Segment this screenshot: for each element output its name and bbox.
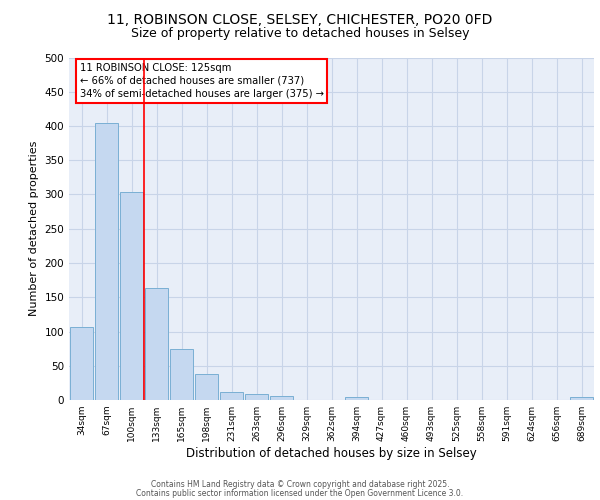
Text: 11, ROBINSON CLOSE, SELSEY, CHICHESTER, PO20 0FD: 11, ROBINSON CLOSE, SELSEY, CHICHESTER, …: [107, 12, 493, 26]
Bar: [170, 348, 193, 400]
Text: Size of property relative to detached houses in Selsey: Size of property relative to detached ho…: [131, 28, 469, 40]
Bar: [269, 396, 293, 400]
Bar: [70, 326, 94, 400]
Bar: [569, 398, 593, 400]
Bar: [119, 192, 143, 400]
Bar: [145, 288, 169, 400]
X-axis label: Distribution of detached houses by size in Selsey: Distribution of detached houses by size …: [186, 447, 477, 460]
Y-axis label: Number of detached properties: Number of detached properties: [29, 141, 39, 316]
Text: Contains public sector information licensed under the Open Government Licence 3.: Contains public sector information licen…: [136, 488, 464, 498]
Bar: [220, 392, 244, 400]
Bar: [95, 122, 118, 400]
Text: Contains HM Land Registry data © Crown copyright and database right 2025.: Contains HM Land Registry data © Crown c…: [151, 480, 449, 489]
Text: 11 ROBINSON CLOSE: 125sqm
← 66% of detached houses are smaller (737)
34% of semi: 11 ROBINSON CLOSE: 125sqm ← 66% of detac…: [79, 62, 323, 99]
Bar: [344, 398, 368, 400]
Bar: [194, 374, 218, 400]
Bar: [245, 394, 268, 400]
